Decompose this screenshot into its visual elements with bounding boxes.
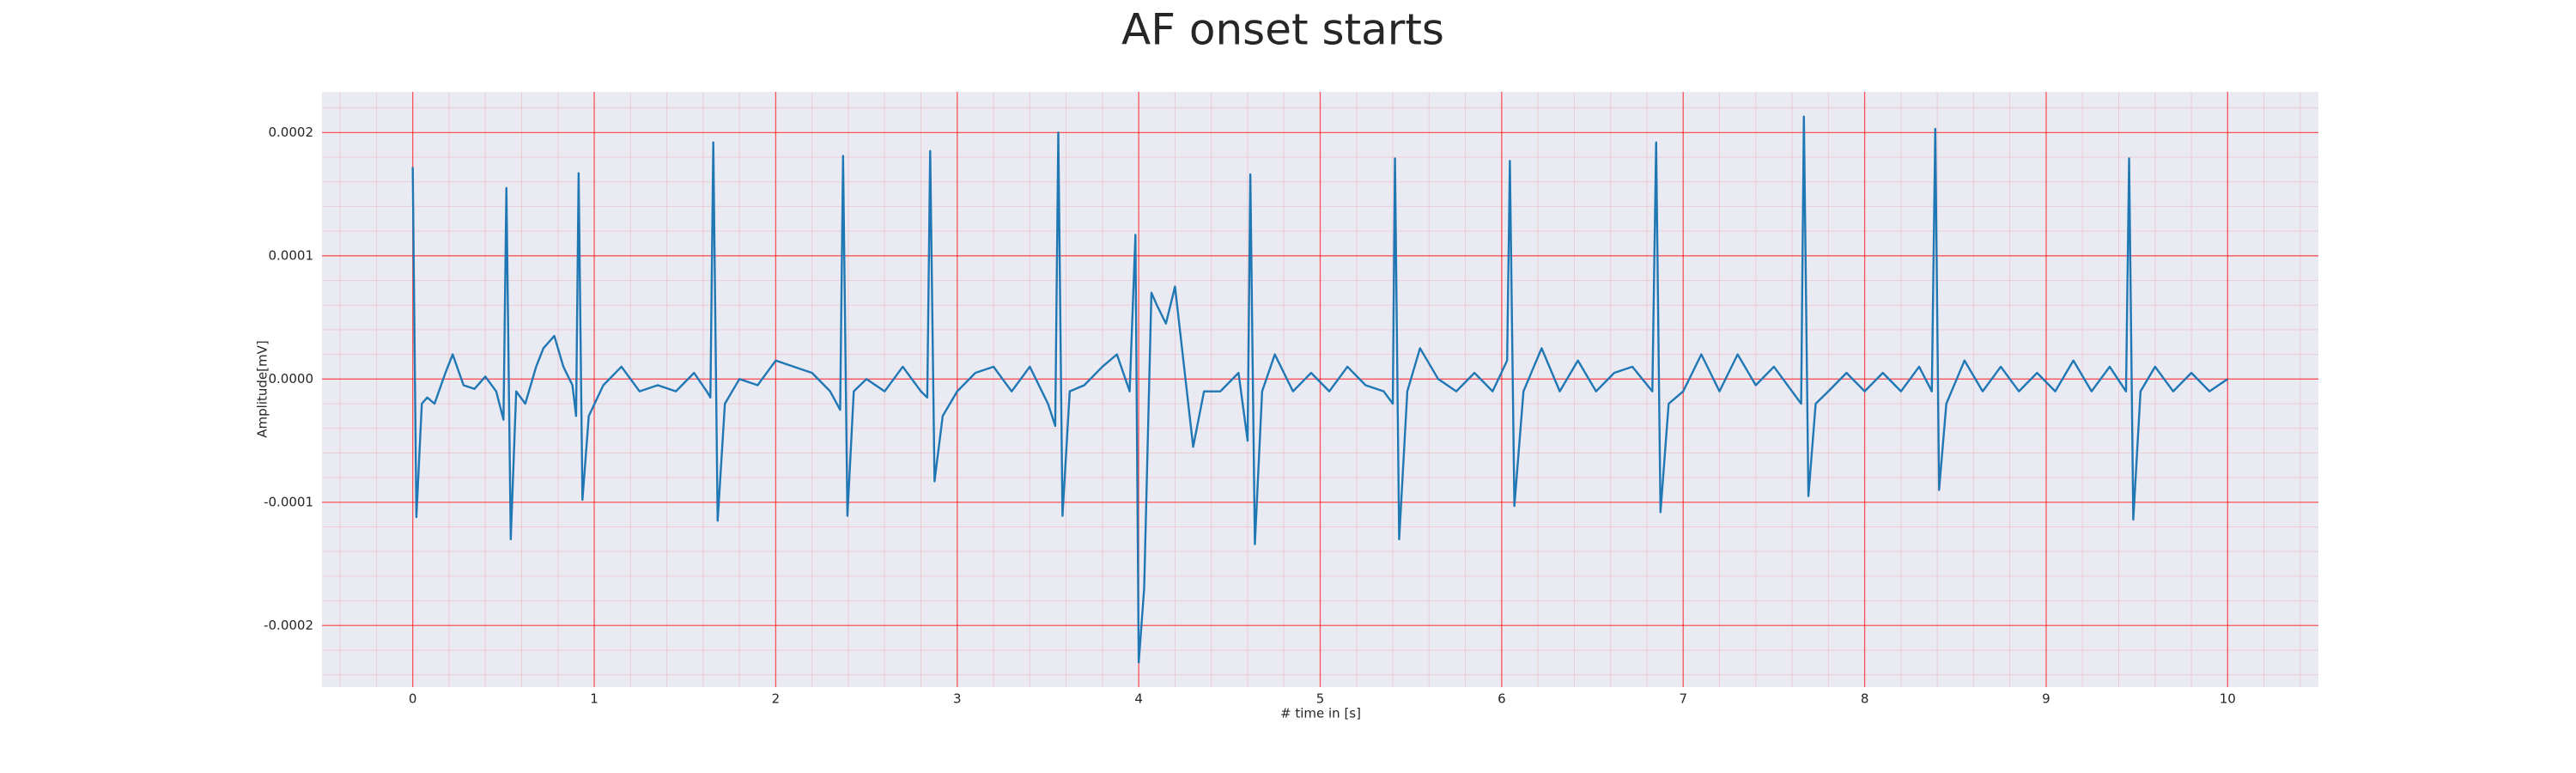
x-tick-label: 6 (1498, 691, 1506, 707)
x-tick-label: 2 (772, 691, 781, 707)
y-tick-label: -0.0001 (264, 494, 313, 509)
x-tick-label: 9 (2042, 691, 2050, 707)
y-axis-label: Amplitude[mV] (255, 340, 270, 437)
x-tick-label: 5 (1316, 691, 1325, 707)
x-tick-label: 1 (590, 691, 598, 707)
x-tick-label: 8 (1861, 691, 1869, 707)
x-tick-label: 10 (2220, 691, 2236, 707)
y-tick-label: 0.0002 (269, 125, 314, 140)
y-tick-label: -0.0002 (264, 618, 313, 633)
x-axis-label: # time in [s] (1280, 706, 1361, 721)
x-tick-label: 0 (409, 691, 417, 707)
grid (322, 92, 2318, 687)
x-tick-label: 3 (953, 691, 962, 707)
y-tick-label: 0.0000 (269, 371, 314, 386)
y-tick-label: 0.0001 (269, 247, 314, 263)
x-tick-label: 7 (1679, 691, 1687, 707)
ecg-line (411, 115, 2228, 664)
chart-title: AF onset starts (1121, 5, 1444, 55)
x-tick-label: 4 (1134, 691, 1143, 707)
